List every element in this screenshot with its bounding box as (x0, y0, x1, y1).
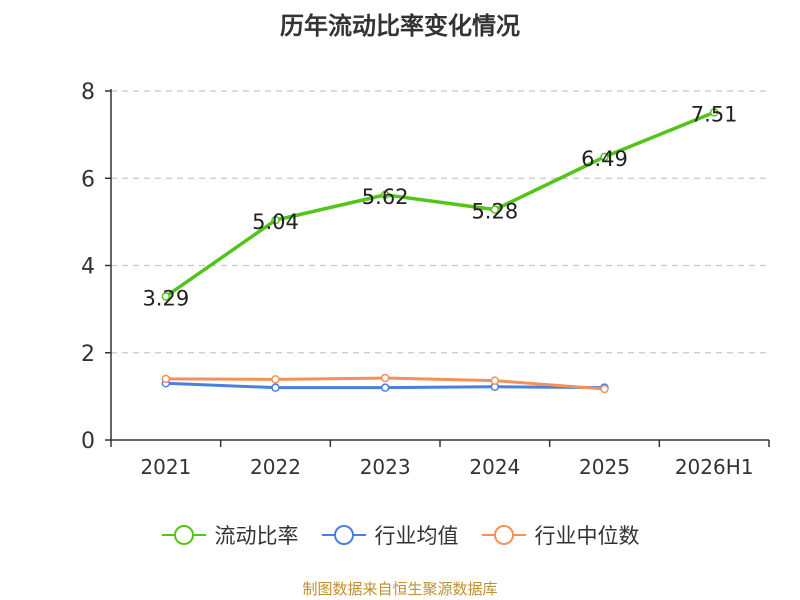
data-point (161, 374, 171, 384)
legend-label: 行业中位数 (534, 524, 640, 548)
legend-item-industry-mean[interactable]: 行业均值 (321, 520, 459, 550)
data-point (161, 292, 171, 301)
data-point (271, 383, 280, 392)
legend-marker-icon (161, 525, 206, 545)
data-label: 6.49 (581, 147, 628, 171)
data-label: 3.29 (142, 286, 189, 310)
x-tick-label: 2021 (140, 455, 191, 479)
legend-item-industry-median[interactable]: 行业中位数 (481, 520, 640, 550)
data-point (380, 190, 390, 200)
x-tick-label: 2022 (250, 455, 301, 479)
x-tick-label: 2024 (469, 455, 520, 479)
x-tick-label: 2026H1 (675, 455, 754, 479)
data-point (380, 373, 390, 383)
data-point (490, 376, 500, 385)
legend-label: 行业均值 (374, 524, 459, 548)
legend-marker-icon (481, 525, 526, 545)
y-tick-label: 6 (81, 167, 95, 192)
data-label: 7.51 (691, 102, 738, 126)
data-point (271, 375, 280, 384)
data-point (271, 215, 280, 225)
data-point (490, 205, 500, 214)
legend-marker-icon (321, 525, 366, 545)
data-point (380, 383, 390, 392)
legend-item-current-ratio[interactable]: 流动比率 (161, 520, 299, 550)
y-tick-label: 0 (81, 429, 95, 454)
legend: 流动比率 行业均值 行业中位数 (0, 520, 800, 550)
data-point (600, 384, 609, 394)
y-tick-label: 4 (81, 255, 95, 280)
data-point (600, 152, 609, 162)
data-label: 5.04 (252, 210, 299, 234)
data-label: 5.28 (471, 200, 518, 224)
series-line (164, 110, 715, 298)
chart-title: 历年流动比率变化情况 (280, 12, 520, 40)
y-tick-label: 2 (81, 342, 95, 367)
x-tick-label: 2025 (579, 455, 630, 479)
x-tick-label: 2023 (360, 455, 411, 479)
data-point (709, 108, 719, 117)
legend-label: 流动比率 (214, 524, 299, 548)
data-label: 5.62 (362, 185, 409, 209)
y-tick-label: 8 (81, 80, 95, 105)
source-note: 制图数据来自恒生聚源数据库 (302, 580, 498, 598)
